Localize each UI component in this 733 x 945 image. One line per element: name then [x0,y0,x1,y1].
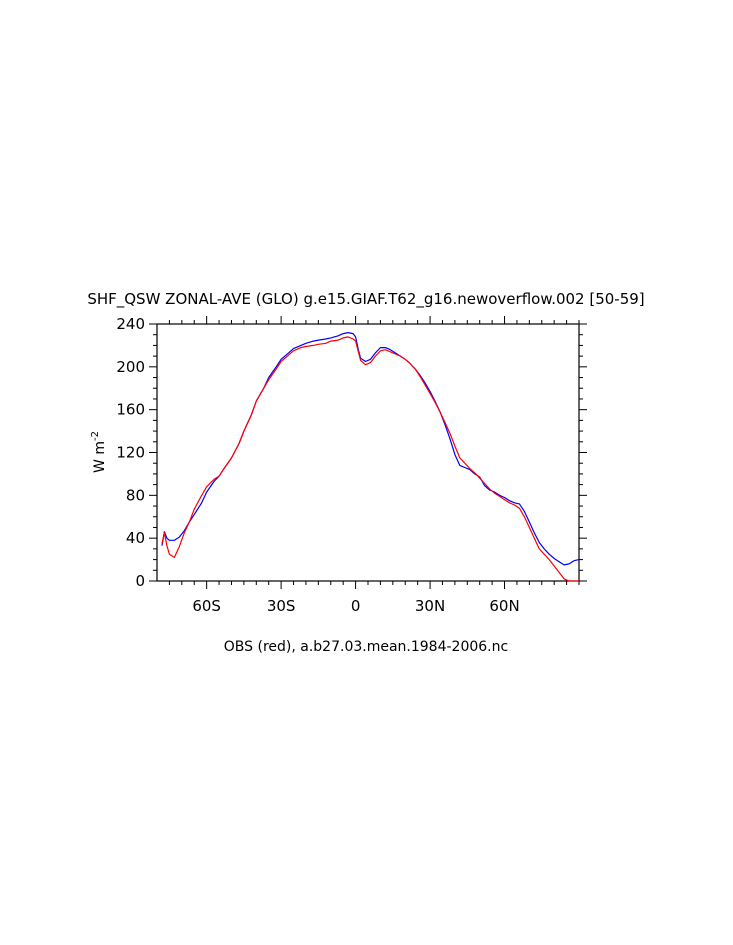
y-axis-label-main: W m [92,441,108,473]
series-line-blue [161,332,580,566]
series-line-red [161,336,579,582]
plot-area [149,316,587,589]
series-layer [161,332,580,582]
y-tick-label: 80 [126,486,145,504]
axis-ticks [149,316,587,589]
y-tick-label: 160 [116,401,145,419]
y-axis-label-superscript: -2 [90,431,101,441]
x-tick-label: 30S [267,597,296,615]
x-axis-label: OBS (red), a.b27.03.mean.1984-2006.nc [224,639,508,655]
plot-frame [156,323,580,582]
y-tick-labels: 0 40 80 120 160 200 240 [116,315,145,590]
x-tick-labels: 60S 30S 0 30N 60N [192,597,519,615]
x-tick-label: 60S [192,597,221,615]
y-tick-label: 240 [116,315,145,333]
chart-title: SHF_QSW ZONAL-AVE (GLO) g.e15.GIAF.T62_g… [87,290,644,309]
y-axis-label: W m-2 [90,431,108,473]
x-tick-label: 30N [415,597,445,615]
y-tick-label: 120 [116,444,145,462]
y-tick-label: 0 [135,572,145,590]
y-tick-label: 200 [116,358,145,376]
x-tick-label: 60N [489,597,519,615]
x-tick-label: 0 [351,597,361,615]
y-tick-label: 40 [126,529,145,547]
